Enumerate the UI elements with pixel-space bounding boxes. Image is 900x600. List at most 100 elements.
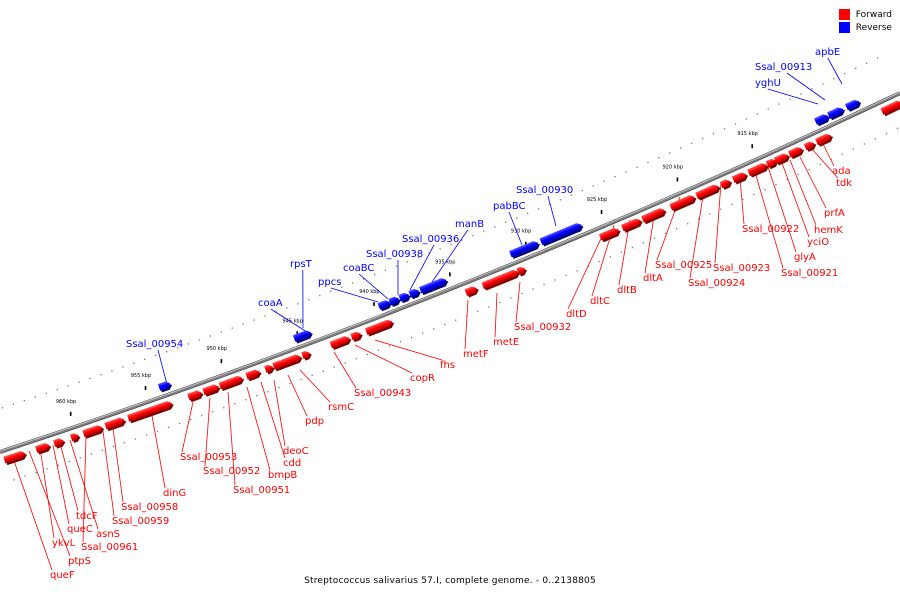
guide-dot	[165, 351, 168, 353]
leader-line	[799, 156, 827, 209]
forward-gene-label: dltB	[617, 285, 637, 296]
reverse-gene-arrow	[419, 278, 449, 296]
forward-gene-arrow	[641, 208, 667, 225]
guide-dot	[406, 261, 408, 263]
guide-dot	[701, 137, 704, 140]
forward-gene-arrow	[202, 384, 221, 397]
forward-gene-arrow	[329, 336, 352, 350]
leader-line	[354, 344, 413, 374]
leader-line	[567, 231, 605, 310]
reverse-gene-label: Ssal_00930	[516, 185, 573, 196]
forward-gene-label: ptpS	[68, 556, 91, 567]
guide-dot	[300, 378, 302, 381]
forward-gene-arrow	[364, 319, 395, 337]
leader-line	[52, 444, 70, 525]
forward-gene-label: glyA	[794, 252, 816, 263]
guide-dot	[532, 288, 534, 290]
guide-dot	[603, 180, 605, 182]
reverse-gene-arrow	[508, 241, 541, 260]
reverse-gene-arrow	[388, 296, 401, 308]
guide-dot	[167, 426, 170, 428]
guide-dot	[417, 256, 419, 259]
guide-dot	[111, 370, 113, 372]
guide-dot	[647, 161, 649, 164]
forward-gene-label: Ssal_00923	[713, 263, 770, 274]
reverse-gene-arrow	[827, 107, 846, 121]
backbone-highlight	[0, 91, 900, 452]
scale-tick-label: 915 kbp	[737, 131, 757, 137]
guide-dot	[510, 297, 512, 299]
forward-gene-arrow	[245, 369, 262, 382]
leader-line	[754, 171, 784, 269]
scale-tick-label: 960 kbp	[56, 399, 76, 405]
forward-gene-arrow	[53, 438, 66, 449]
reverse-gene-arrow	[813, 114, 831, 127]
forward-gene-arrow	[264, 364, 275, 375]
guide-dot	[723, 128, 726, 130]
guide-dot	[876, 57, 879, 59]
guide-dot	[811, 88, 813, 90]
legend: Forward Reverse	[838, 8, 892, 34]
scale-tick-label: 920 kbp	[663, 164, 683, 170]
guide-dot	[609, 256, 611, 258]
guide-dot	[477, 310, 479, 313]
guide-dot	[220, 331, 222, 333]
guide-dot	[614, 175, 616, 178]
guide-dot	[461, 239, 463, 241]
guide-dot	[223, 407, 225, 409]
forward-gene-label: tdk	[836, 178, 852, 189]
guide-dot	[565, 274, 567, 277]
forward-gene-label: Ssal_00958	[121, 502, 178, 513]
forward-gene-arrow	[803, 141, 817, 152]
guide-dot	[256, 395, 258, 397]
guide-dot	[134, 438, 137, 440]
leader-line	[689, 189, 705, 279]
guide-dot	[548, 203, 551, 205]
guide-dot	[311, 374, 313, 377]
forward-gene-arrow	[350, 331, 363, 343]
guide-dot	[201, 414, 203, 417]
guide-dot	[410, 336, 413, 339]
guide-dot	[844, 72, 846, 75]
guide-dot	[286, 307, 288, 309]
guide-dot	[855, 67, 857, 70]
reverse-gene-arrow	[398, 292, 411, 304]
reverse-gene-label: Ssal_00954	[126, 339, 183, 350]
reverse-gene-label: Ssal_00936	[402, 234, 459, 245]
guide-dot	[592, 185, 594, 187]
guide-dot	[388, 345, 391, 347]
guide-dot	[144, 358, 146, 361]
forward-gene-arrow	[815, 133, 834, 147]
guide-dot	[720, 208, 722, 210]
forward-gene-label: dltD	[566, 309, 587, 320]
guide-dot	[373, 273, 376, 276]
forward-gene-label: ada	[832, 166, 851, 177]
forward-gene-arrow	[773, 153, 791, 166]
leader-line	[82, 435, 87, 543]
forward-gene-label: hemK	[814, 225, 843, 236]
guide-dot	[764, 188, 766, 191]
forward-gene-label: tdcF	[76, 511, 98, 522]
forward-gene-arrow	[516, 266, 528, 277]
forward-gene-arrow	[280, 354, 303, 369]
leader-line	[786, 72, 826, 101]
guide-dot	[278, 386, 280, 389]
leader-line	[69, 439, 99, 530]
guide-dot	[841, 153, 843, 155]
forward-gene-arrow	[787, 147, 805, 160]
forward-gene-arrow	[187, 390, 204, 403]
guide-dot	[432, 328, 435, 330]
leader-line	[494, 292, 498, 338]
guide-dot	[554, 279, 556, 281]
guide-dot	[526, 212, 529, 215]
guide-dot	[581, 189, 583, 192]
guide-dot	[664, 232, 667, 234]
forward-gene-arrow	[132, 401, 174, 422]
forward-gene-label: Ssal_00924	[688, 278, 745, 289]
guide-dot	[377, 349, 380, 351]
forward-gene-label: Ssal_00953	[180, 452, 237, 463]
legend-item-forward: Forward	[838, 8, 892, 21]
guide-dot	[742, 198, 744, 201]
leader-line	[287, 374, 308, 417]
guide-dot	[1, 407, 4, 409]
